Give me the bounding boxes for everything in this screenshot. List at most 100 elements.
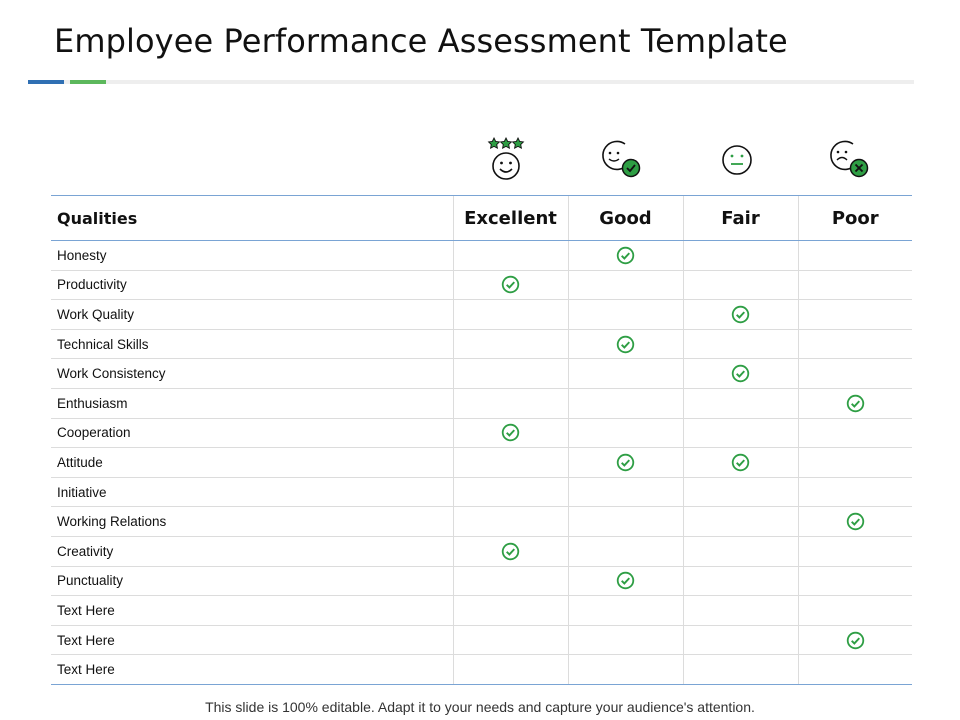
rating-cell-good — [567, 240, 683, 271]
quality-name: Text Here — [51, 654, 453, 685]
check-icon — [501, 424, 520, 442]
quality-name: Cooperation — [51, 418, 453, 449]
check-icon — [616, 246, 635, 264]
rating-cell-good — [567, 329, 683, 360]
rating-cell-poor — [797, 388, 912, 419]
check-icon — [731, 453, 750, 472]
quality-name: Text Here — [51, 625, 453, 656]
assessment-table: Qualities Excellent Good Fair Poor Hones… — [51, 195, 912, 685]
rating-cell-excellent — [452, 654, 568, 685]
rating-cell-poor — [797, 240, 912, 271]
rating-cell-poor — [797, 477, 912, 508]
check-icon — [846, 394, 864, 412]
table-row: Productivity — [51, 270, 912, 301]
rating-cell-fair — [682, 270, 798, 301]
rating-cell-excellent — [452, 536, 568, 567]
table-row: Cooperation — [51, 418, 912, 449]
rating-cell-good — [567, 506, 683, 537]
rating-cell-poor — [797, 270, 912, 301]
rating-cell-fair — [682, 388, 798, 419]
accent-bar-blue — [28, 80, 64, 84]
rating-cell-good — [567, 270, 683, 301]
header-excellent: Excellent — [452, 195, 568, 241]
quality-name: Enthusiasm — [51, 388, 453, 419]
rating-cell-excellent — [452, 566, 568, 597]
rating-cell-fair — [682, 447, 798, 478]
rating-cell-excellent — [452, 388, 568, 419]
table-header-row: Qualities Excellent Good Fair Poor — [51, 195, 912, 241]
check-icon — [616, 453, 635, 472]
smiley-with-stars-icon — [487, 136, 525, 180]
check-icon — [846, 512, 864, 531]
rating-cell-good — [567, 388, 683, 419]
table-row: Text Here — [51, 654, 912, 685]
rating-cell-poor — [797, 506, 912, 537]
table-row: Attitude — [51, 447, 912, 478]
quality-name: Initiative — [51, 477, 453, 508]
header-good: Good — [567, 195, 683, 241]
rating-cell-poor — [797, 566, 912, 597]
rating-cell-good — [567, 566, 683, 597]
header-poor: Poor — [797, 195, 912, 241]
rating-cell-poor — [797, 418, 912, 449]
quality-name: Text Here — [51, 595, 453, 626]
rating-cell-fair — [682, 595, 798, 626]
quality-name: Honesty — [51, 240, 453, 271]
rating-cell-good — [567, 654, 683, 685]
rating-cell-fair — [682, 329, 798, 360]
header-fair: Fair — [682, 195, 798, 241]
table-row: Punctuality — [51, 566, 912, 597]
rating-cell-fair — [682, 477, 798, 508]
rating-cell-excellent — [452, 447, 568, 478]
rating-cell-good — [567, 447, 683, 478]
check-icon — [501, 276, 520, 294]
check-icon — [846, 631, 864, 649]
table-row: Working Relations — [51, 506, 912, 537]
rating-cell-fair — [682, 240, 798, 271]
rating-cell-poor — [797, 358, 912, 389]
rating-cell-poor — [797, 299, 912, 330]
rating-cell-fair — [682, 625, 798, 656]
rating-cell-good — [567, 625, 683, 656]
quality-name: Work Consistency — [51, 358, 453, 389]
rating-cell-excellent — [452, 270, 568, 301]
rating-cell-excellent — [452, 506, 568, 537]
check-icon — [616, 335, 635, 353]
rating-cell-poor — [797, 329, 912, 360]
rating-cell-good — [567, 595, 683, 626]
neutral-face-icon — [722, 145, 752, 175]
table-row: Text Here — [51, 625, 912, 656]
rating-cell-fair — [682, 299, 798, 330]
rating-cell-good — [567, 418, 683, 449]
rating-cell-poor — [797, 536, 912, 567]
rating-cell-good — [567, 299, 683, 330]
rating-cell-excellent — [452, 240, 568, 271]
quality-name: Working Relations — [51, 506, 453, 537]
rating-cell-fair — [682, 358, 798, 389]
accent-bar-green — [70, 80, 106, 84]
rating-cell-poor — [797, 595, 912, 626]
table-row: Work Consistency — [51, 358, 912, 389]
table-row: Work Quality — [51, 299, 912, 330]
rating-cell-excellent — [452, 299, 568, 330]
rating-cell-fair — [682, 654, 798, 685]
quality-name: Work Quality — [51, 299, 453, 330]
smiley-with-check-icon — [602, 140, 641, 178]
rating-cell-excellent — [452, 477, 568, 508]
table-row: Technical Skills — [51, 329, 912, 360]
quality-name: Productivity — [51, 270, 453, 301]
footer-note: This slide is 100% editable. Adapt it to… — [205, 699, 755, 715]
rating-cell-excellent — [452, 625, 568, 656]
header-qualities: Qualities — [51, 195, 453, 241]
quality-name: Punctuality — [51, 566, 453, 597]
page-title: Employee Performance Assessment Template — [54, 22, 788, 60]
rating-cell-excellent — [452, 418, 568, 449]
table-row: Honesty — [51, 240, 912, 271]
rating-cell-excellent — [452, 358, 568, 389]
rating-cell-good — [567, 358, 683, 389]
rating-cell-good — [567, 536, 683, 567]
table-row: Text Here — [51, 595, 912, 626]
sad-face-with-x-icon — [830, 140, 869, 178]
rating-cell-poor — [797, 447, 912, 478]
table-row: Initiative — [51, 477, 912, 508]
